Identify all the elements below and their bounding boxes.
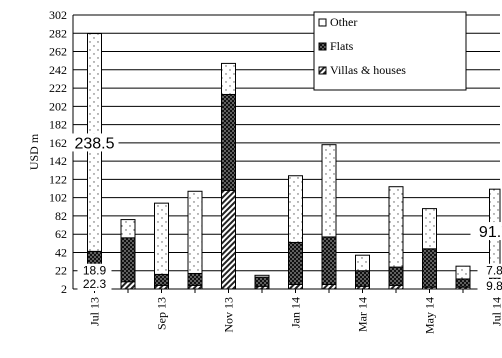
- y-tick-label: 242: [49, 63, 67, 77]
- x-tick-label: Mar 14: [356, 297, 370, 332]
- bar-villas-houses: [221, 189, 236, 290]
- bar-other: [455, 265, 471, 280]
- bar-villas-houses: [288, 283, 303, 290]
- legend: Other Flats Villas & houses: [313, 11, 467, 91]
- x-tick-label: Nov 13: [222, 297, 236, 333]
- y-tick-label: 82: [55, 209, 67, 223]
- bar-flats: [254, 276, 270, 287]
- y-tick-label: 122: [49, 172, 67, 186]
- data-label-bg: [477, 279, 502, 293]
- bar-other: [388, 186, 404, 268]
- legend-label-other: Other: [330, 15, 357, 29]
- legend-box: [313, 11, 467, 91]
- y-tick-label: 262: [49, 45, 67, 59]
- bar-other: [120, 219, 136, 239]
- bar-other: [288, 175, 303, 243]
- legend-swatch-other: [318, 18, 327, 27]
- bar-other: [321, 144, 337, 238]
- data-label-bg: [77, 263, 112, 278]
- bar-flats: [388, 266, 404, 286]
- bar-villas-houses: [187, 284, 203, 290]
- y-tick-label: 62: [55, 227, 67, 241]
- bar-villas-houses: [388, 284, 404, 290]
- legend-swatch-villas-houses: [318, 66, 327, 75]
- axes: 2224262821021221421621822022222422622823…: [27, 8, 502, 334]
- y-tick-label: 222: [49, 81, 67, 95]
- data-label-bg: [470, 222, 502, 241]
- bar-other: [187, 190, 203, 274]
- bar-flats: [321, 236, 337, 285]
- bar-other: [422, 208, 437, 250]
- bar-villas-houses: [120, 281, 136, 290]
- bar-flats: [120, 237, 136, 283]
- bar-flats: [187, 272, 203, 286]
- y-tick-label: 302: [49, 8, 67, 22]
- data-label-bg: [77, 277, 112, 291]
- data-label: 7.8: [486, 264, 502, 278]
- bar-flats: [422, 248, 437, 288]
- bar-flats: [288, 241, 303, 285]
- bar-other: [254, 274, 270, 278]
- x-tick-label: May 14: [423, 297, 437, 334]
- legend-label-villas-houses: Villas & houses: [330, 63, 406, 77]
- bar-flats: [221, 93, 236, 191]
- x-tick-label: Jul 13: [88, 297, 102, 326]
- data-label: 238.5: [74, 135, 114, 152]
- bar-villas-houses: [154, 284, 169, 290]
- y-tick-label: 182: [49, 118, 67, 132]
- y-tick-label: 162: [49, 136, 67, 150]
- bar-other: [221, 62, 236, 95]
- y-tick-label: 42: [55, 245, 67, 259]
- y-axis-label: USD m: [27, 133, 41, 170]
- bar-flats: [154, 273, 169, 286]
- bar-villas-houses: [321, 283, 337, 290]
- y-tick-label: 102: [49, 191, 67, 205]
- data-label: 22.3: [83, 277, 107, 291]
- x-tick-label: Jul 14: [490, 297, 502, 326]
- y-tick-label: 202: [49, 99, 67, 113]
- data-label: 91.7: [479, 224, 502, 241]
- bars: [87, 33, 501, 290]
- y-tick-label: 2: [61, 282, 67, 296]
- data-label: 18.9: [83, 264, 107, 278]
- bar-other: [154, 202, 169, 275]
- data-labels: 238.5 18.922.3 91.7 7.89.8: [70, 133, 502, 293]
- legend-label-flats: Flats: [330, 39, 354, 53]
- bar-flats: [355, 270, 370, 287]
- data-label-bg: [477, 263, 502, 278]
- y-tick-label: 142: [49, 154, 67, 168]
- legend-swatch-flats: [318, 42, 327, 51]
- y-tick-label: 22: [55, 264, 67, 278]
- x-tick-label: Sep 13: [155, 297, 169, 330]
- bar-other: [355, 254, 370, 272]
- bar-flats: [455, 278, 471, 288]
- data-label: 9.8: [486, 279, 502, 293]
- x-tick-label: Jan 14: [289, 297, 303, 328]
- data-label-bg: [70, 133, 119, 152]
- y-tick-label: 282: [49, 26, 67, 40]
